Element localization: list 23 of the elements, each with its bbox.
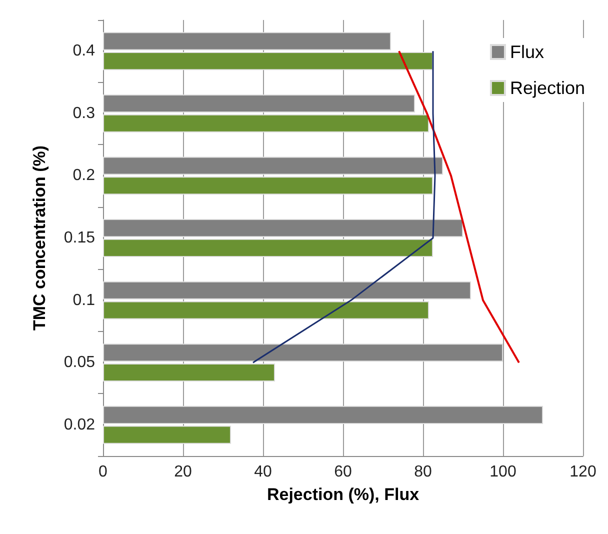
x-tick-label: 120	[570, 464, 596, 480]
bar	[103, 52, 433, 70]
y-tick-label: 0.1	[72, 292, 96, 309]
legend-label: Flux	[510, 42, 544, 62]
bar	[103, 114, 429, 132]
legend-label: Rejection	[510, 78, 586, 98]
y-tick-label: 0.05	[64, 354, 96, 372]
bar	[103, 426, 231, 444]
x-tick-label: 100	[490, 464, 516, 480]
y-tick-label: 0.02	[64, 416, 96, 434]
x-tick-label: 0	[98, 464, 108, 480]
bar	[103, 238, 433, 257]
x-tick-label: 20	[174, 464, 192, 480]
x-tick-label: 40	[254, 464, 272, 480]
bar	[103, 363, 275, 382]
y-tick-label: 0.2	[72, 167, 96, 184]
x-tick-label: 80	[414, 464, 432, 480]
x-tick-label: 60	[334, 464, 352, 480]
y-axis-title: TMC concentration (%)	[30, 145, 49, 331]
y-tick-label: 0.4	[72, 42, 96, 60]
x-axis-title: Rejection (%), Flux	[266, 485, 420, 504]
y-tick-label: 0.15	[64, 230, 96, 246]
y-tick-label: 0.3	[72, 104, 96, 122]
